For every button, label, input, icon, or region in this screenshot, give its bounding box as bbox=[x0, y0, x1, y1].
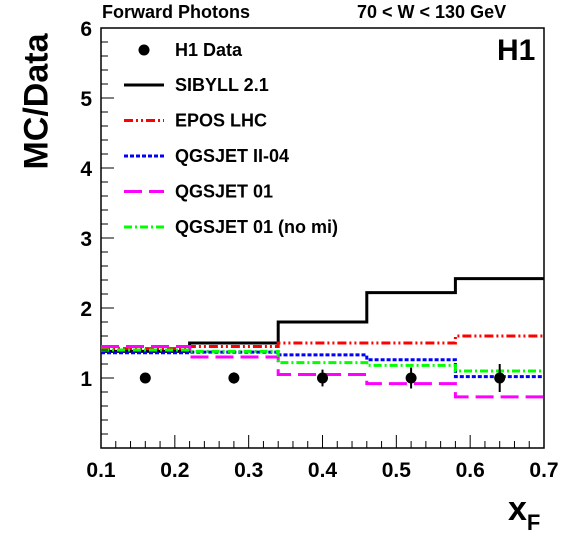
data-point bbox=[405, 372, 417, 384]
series-line-qgsjet-ii-04 bbox=[101, 350, 544, 379]
x-tick-label: 0.1 bbox=[86, 459, 116, 482]
axis-ticks: 0.1 0.2 0.3 0.4 0.5 0.6 0.7 1 2 3 4 5 6 bbox=[80, 18, 558, 482]
x-tick-label: 0.5 bbox=[382, 459, 412, 482]
legend-label-qgsjet-01-no-mi: QGSJET 01 (no mi) bbox=[175, 217, 338, 237]
y-tick-label: 3 bbox=[80, 228, 92, 251]
data-point bbox=[317, 372, 328, 384]
data-point bbox=[228, 372, 240, 384]
data-points-group bbox=[139, 364, 506, 392]
y-tick-label: 2 bbox=[80, 298, 92, 321]
legend-label-qgsjet-01: QGSJET 01 bbox=[175, 182, 273, 202]
x-tick-label: 0.4 bbox=[308, 459, 338, 482]
legend-label-h1-data: H1 Data bbox=[175, 40, 243, 60]
y-tick-label: 4 bbox=[80, 158, 92, 181]
y-tick-label: 1 bbox=[80, 368, 92, 391]
header-left-text: Forward Photons bbox=[102, 2, 250, 22]
legend-marker-h1-data bbox=[138, 44, 150, 56]
series-line-qgsjet-01-no-mi bbox=[101, 348, 544, 373]
data-point bbox=[139, 372, 151, 384]
y-tick-label: 5 bbox=[80, 88, 92, 111]
x-tick-label: 0.2 bbox=[160, 459, 189, 482]
legend: H1 Data SIBYLL 2.1 EPOS LHC QGSJET II-04 QGS… bbox=[124, 40, 338, 237]
x-tick-label: 0.7 bbox=[529, 459, 558, 482]
experiment-label: H1 bbox=[497, 34, 536, 67]
y-tick-label: 6 bbox=[80, 18, 92, 41]
legend-label-sibyll-2-1: SIBYLL 2.1 bbox=[175, 75, 269, 95]
header-right-text: 70 < W < 130 GeV bbox=[357, 2, 507, 22]
series-line-sibyll-2-1 bbox=[101, 277, 544, 353]
legend-label-epos-lhc: EPOS LHC bbox=[175, 111, 267, 131]
series-group bbox=[101, 277, 544, 399]
y-axis-label: MC/Data bbox=[17, 33, 56, 170]
x-tick-label: 0.3 bbox=[234, 459, 263, 482]
x-axis-label: xF bbox=[508, 490, 541, 535]
x-tick-label: 0.6 bbox=[456, 459, 485, 482]
legend-label-qgsjet-ii-04: QGSJET II-04 bbox=[175, 146, 289, 166]
data-point bbox=[494, 372, 506, 384]
